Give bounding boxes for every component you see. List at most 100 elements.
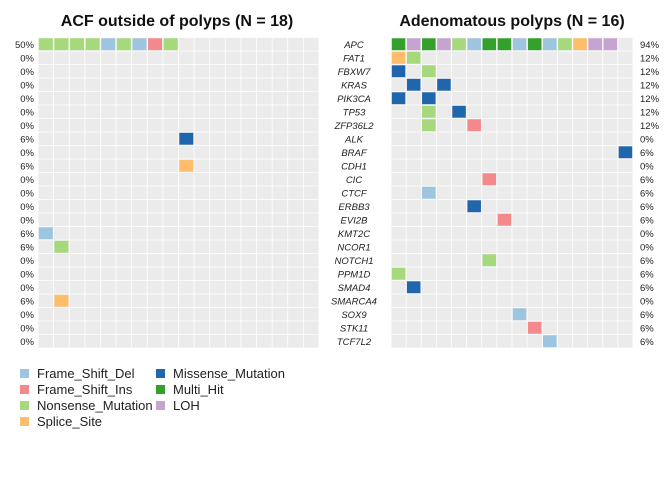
gene-label: CTCF: [341, 188, 368, 199]
percentage-label: 6%: [20, 296, 34, 307]
legend-label: Frame_Shift_Ins: [37, 382, 133, 397]
legend-item-loh: LOH: [156, 398, 200, 413]
mutation-cell-apc-5: [452, 38, 466, 51]
mutation-cell-fat1-2: [406, 51, 421, 64]
mutation-cell-braf-16: [618, 146, 633, 159]
percentage-label: 0%: [640, 229, 654, 240]
legend-swatch: [20, 401, 29, 410]
percentage-label: 12%: [640, 121, 660, 132]
gene-label: SOX9: [341, 310, 367, 321]
mutation-cell-cdh1-10: [179, 159, 194, 172]
mutation-cell-tp53-3: [422, 105, 436, 118]
mutation-cell-smad4-2: [406, 281, 421, 294]
mutation-cell-alk-10: [179, 132, 194, 145]
mutation-cell-kmt2c-1: [38, 227, 53, 240]
mutation-cell-apc-15: [603, 38, 618, 51]
percentage-label: 50%: [15, 40, 35, 51]
mutation-cell-fbxw7-3: [422, 65, 436, 78]
mutation-cell-tp53-5: [452, 105, 466, 118]
percentage-label: 0%: [640, 161, 654, 172]
gene-label: ZFP36L2: [333, 121, 374, 132]
percentage-label: 12%: [640, 107, 660, 118]
mutation-cell-apc-3: [70, 38, 85, 51]
mutation-cell-cic-7: [482, 173, 497, 186]
legend-label: LOH: [173, 398, 200, 413]
percentage-label: 0%: [20, 269, 34, 280]
mutation-cell-apc-6: [116, 38, 131, 51]
mutation-cell-zfp36l2-6: [467, 119, 481, 132]
percentage-label: 0%: [20, 107, 34, 118]
percentage-label: 0%: [20, 121, 34, 132]
gene-label: KMT2C: [338, 229, 370, 240]
percentage-label: 6%: [640, 202, 654, 213]
percentage-label: 0%: [20, 67, 34, 78]
percentage-label: 0%: [20, 323, 34, 334]
percentage-label: 0%: [640, 242, 654, 253]
legend-item-frame-shift-ins: Frame_Shift_Ins: [20, 382, 132, 397]
mutation-cell-apc-12: [558, 38, 572, 51]
percentage-label: 6%: [20, 229, 34, 240]
percentage-label: 6%: [20, 161, 34, 172]
gene-label: NOTCH1: [334, 256, 373, 267]
percentage-label: 6%: [20, 134, 34, 145]
legend-item-splice-site: Splice_Site: [20, 414, 102, 429]
mutation-cell-sox9-9: [512, 308, 527, 321]
percentage-label: 0%: [640, 134, 654, 145]
mutation-cell-apc-8: [497, 38, 512, 51]
gene-label: STK11: [340, 323, 368, 334]
mutation-cell-apc-11: [543, 38, 557, 51]
legend-item-missense-mutation: Missense_Mutation: [156, 366, 285, 381]
legend-item-multi-hit: Multi_Hit: [156, 382, 224, 397]
mutation-cell-apc-9: [512, 38, 527, 51]
percentage-label: 6%: [640, 188, 654, 199]
legend-swatch: [156, 401, 165, 410]
percentage-label: 6%: [640, 337, 654, 348]
mutation-cell-ppm1d-1: [391, 267, 406, 280]
chart-title: ACF outside of polyps (N = 18): [61, 13, 293, 30]
mutation-cell-apc-13: [573, 38, 587, 51]
mutation-cell-apc-8: [148, 38, 163, 51]
percentage-label: 6%: [640, 323, 654, 334]
percentage-label: 12%: [640, 53, 660, 64]
legend-item-nonsense-mutation: Nonsense_Mutation: [20, 398, 153, 413]
percentage-label: 6%: [640, 215, 654, 226]
percentage-label: 0%: [20, 256, 34, 267]
mutation-cell-zfp36l2-3: [422, 119, 436, 132]
mutation-cell-apc-2: [406, 38, 421, 51]
mutation-cell-fbxw7-1: [391, 65, 406, 78]
percentage-label: 6%: [640, 283, 654, 294]
percentage-label: 12%: [640, 94, 660, 105]
mutation-cell-ctcf-3: [422, 186, 436, 199]
percentage-label: 0%: [640, 296, 654, 307]
percentage-label: 6%: [640, 148, 654, 159]
mutation-cell-notch1-7: [482, 254, 497, 267]
legend-label: Splice_Site: [37, 414, 103, 429]
gene-label: SMAD4: [338, 283, 371, 294]
mutation-cell-apc-1: [391, 38, 406, 51]
legend-swatch: [20, 385, 29, 394]
percentage-label: 6%: [640, 269, 654, 280]
percentage-label: 0%: [20, 310, 34, 321]
gene-label: PIK3CA: [337, 94, 371, 105]
legend-item-frame-shift-del: Frame_Shift_Del: [20, 366, 135, 381]
gene-label: PPM1D: [338, 269, 371, 280]
mutation-cell-apc-4: [437, 38, 451, 51]
gene-label: ERBB3: [338, 202, 370, 213]
gene-label: SMARCA4: [331, 296, 377, 307]
mutation-cell-erbb3-6: [467, 200, 481, 213]
percentage-label: 0%: [20, 283, 34, 294]
legend-label: Missense_Mutation: [173, 366, 285, 381]
mutation-cell-kras-2: [406, 78, 421, 91]
gene-label: EVI2B: [341, 215, 369, 226]
mutation-cell-ncor1-2: [54, 240, 69, 253]
mutation-cell-tcf7l2-11: [543, 335, 557, 348]
mutation-cell-evi2b-8: [497, 213, 512, 226]
percentage-label: 0%: [20, 148, 34, 159]
chart-title: Adenomatous polyps (N = 16): [399, 13, 624, 30]
mutation-cell-smarca4-2: [54, 294, 69, 307]
gene-label: APC: [343, 40, 364, 51]
mutation-cell-kras-4: [437, 78, 451, 91]
mutation-cell-apc-9: [163, 38, 178, 51]
percentage-label: 12%: [640, 67, 660, 78]
